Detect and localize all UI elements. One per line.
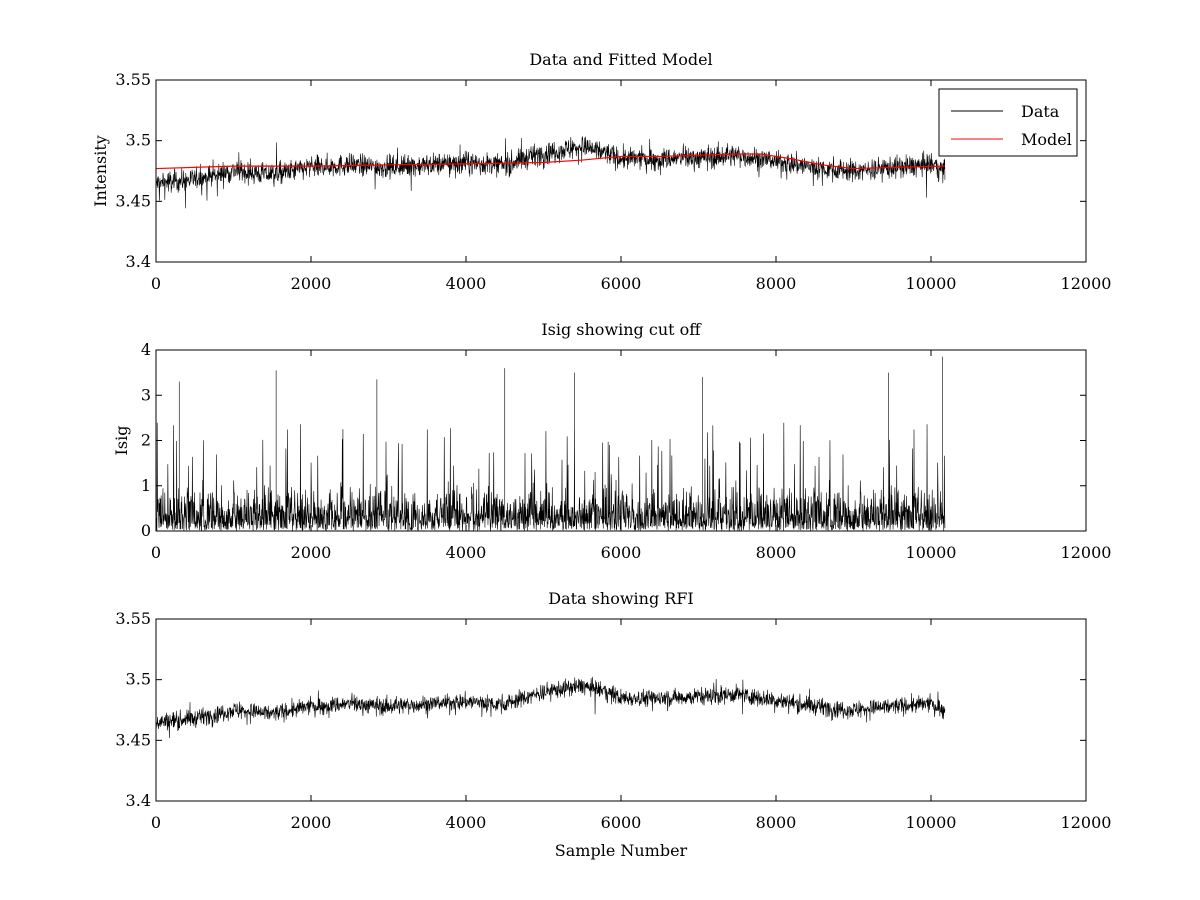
x-tick-label: 6000 — [601, 274, 642, 293]
x-tick-label: 12000 — [1061, 813, 1112, 832]
y-tick-label: 2 — [141, 431, 151, 450]
series-trace-1 — [156, 136, 946, 209]
y-tick-label: 1 — [141, 476, 151, 495]
y-tick-label: 0 — [141, 521, 151, 540]
x-tick-label: 12000 — [1061, 274, 1112, 293]
y-axis-label: Isig — [112, 426, 131, 456]
series-trace-1 — [156, 676, 946, 739]
panel-title: Data and Fitted Model — [529, 50, 712, 69]
panel-3: Data showing RFI 0 2000 4000 6000 8000 10000 12… — [115, 589, 1111, 860]
legend-label: Model — [1021, 130, 1072, 149]
legend-label: Data — [1021, 102, 1060, 121]
panel-1: Data and Fitted Model 0 2000 4000 6000 8000 10… — [91, 50, 1111, 293]
axes-frame — [155, 349, 1087, 532]
panel-2: Isig showing cut off 0 2000 4000 6000 8000 100… — [112, 320, 1111, 562]
x-tick-label: 10000 — [906, 813, 957, 832]
y-tick-label: 3.45 — [115, 191, 151, 210]
x-tick-label: 0 — [151, 813, 161, 832]
x-tick-label: 4000 — [446, 274, 487, 293]
y-tick-label: 3.5 — [126, 131, 151, 150]
y-axis-label: Intensity — [91, 135, 110, 207]
x-tick-label: 8000 — [756, 274, 797, 293]
x-tick-label: 4000 — [446, 813, 487, 832]
x-tick-label: 10000 — [906, 274, 957, 293]
x-tick-label: 8000 — [756, 543, 797, 562]
x-tick-label: 6000 — [601, 543, 642, 562]
y-tick-label: 3.45 — [115, 730, 151, 749]
legend-box — [938, 88, 1078, 157]
x-tick-label: 0 — [151, 274, 161, 293]
y-tick-label: 3.5 — [126, 670, 151, 689]
y-tick-label: 3.4 — [126, 252, 151, 271]
y-tick-label: 3.55 — [115, 609, 151, 628]
y-tick-label: 3.55 — [115, 70, 151, 89]
x-tick-label: 2000 — [291, 813, 332, 832]
x-tick-label: 10000 — [906, 543, 957, 562]
x-tick-label: 2000 — [291, 543, 332, 562]
legend: Data Model — [938, 88, 1078, 157]
x-tick-label: 8000 — [756, 813, 797, 832]
x-tick-label: 6000 — [601, 813, 642, 832]
series-model-line — [156, 153, 945, 170]
y-tick-label: 4 — [141, 340, 151, 359]
x-tick-label: 12000 — [1061, 543, 1112, 562]
y-tick-label: 3.4 — [126, 791, 151, 810]
x-tick-label: 2000 — [291, 274, 332, 293]
x-axis-label: Sample Number — [555, 841, 688, 860]
y-tick-label: 3 — [141, 385, 151, 404]
x-tick-label: 4000 — [446, 543, 487, 562]
x-tick-label: 0 — [151, 543, 161, 562]
panel-title: Data showing RFI — [548, 589, 693, 608]
panel-title: Isig showing cut off — [541, 320, 702, 339]
series-trace-1 — [156, 356, 946, 531]
